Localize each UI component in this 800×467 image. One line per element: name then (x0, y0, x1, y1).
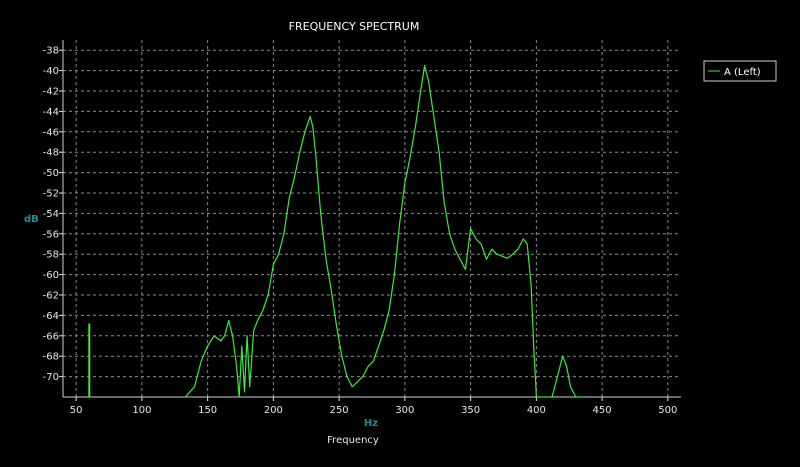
y-tick-label: -38 (43, 46, 59, 57)
y-tick-label: -66 (43, 331, 59, 342)
y-tick-label: -62 (43, 291, 59, 302)
x-tick-label: 400 (527, 405, 546, 416)
y-tick-label: -48 (43, 148, 59, 159)
legend: A (Left) (703, 60, 777, 82)
x-tick-label: 50 (70, 405, 83, 416)
series-layer (88, 64, 585, 398)
series-line (184, 64, 585, 398)
legend-label: A (Left) (724, 67, 761, 78)
legend-box (703, 60, 777, 82)
x-tick-label: 150 (198, 405, 217, 416)
y-tick-label: -46 (43, 127, 59, 138)
y-tick-label: -68 (43, 352, 59, 363)
x-tick-label: 100 (132, 405, 151, 416)
x-tick-labels: 50 100 150 200 250 300 350 400 450 500 (70, 405, 678, 416)
y-tick-label: -44 (43, 107, 59, 118)
x-tick-label: 200 (264, 405, 283, 416)
y-tick-label: -50 (43, 168, 59, 179)
x-tick-label: 300 (395, 405, 414, 416)
y-tick-label: -60 (43, 270, 59, 281)
grid (63, 40, 681, 397)
y-tick-label: -52 (43, 189, 59, 200)
y-tick-label: -64 (43, 311, 59, 322)
y-tick-label: -40 (43, 66, 59, 77)
x-tick-label: 250 (330, 405, 349, 416)
x-tick-label: 350 (461, 405, 480, 416)
y-tick-label: -70 (43, 372, 59, 383)
x-tick-label: 450 (593, 405, 612, 416)
x-tick-label: 500 (658, 405, 677, 416)
chart-title: FREQUENCY SPECTRUM (289, 20, 420, 33)
y-tick-label: -42 (43, 87, 59, 98)
x-axis-label: Frequency (327, 435, 379, 446)
y-axis-unit: dB (24, 214, 39, 225)
y-tick-labels: -38 -40 -42 -44 -46 -48 -50 -52 -54 -56 -58 -60 -62 -… (43, 46, 59, 383)
x-axis-unit: Hz (364, 418, 378, 429)
y-tick-label: -54 (43, 209, 59, 220)
y-tick-label: -56 (43, 229, 59, 240)
y-tick-label: -58 (43, 250, 59, 261)
